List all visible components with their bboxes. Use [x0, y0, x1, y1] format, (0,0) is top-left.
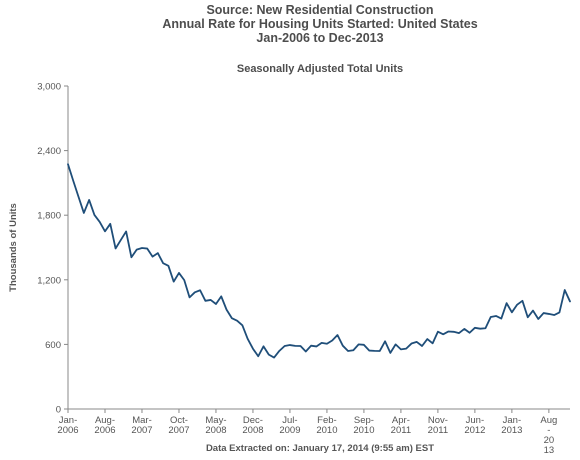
x-tick-label: Sep-2010	[353, 415, 374, 436]
chart-title-line-2: Annual Rate for Housing Units Started: U…	[162, 17, 478, 31]
x-axis-ticks: Jan-2006 Aug-2006 Mar-2007 Oct-2007 May-2008…	[57, 409, 557, 456]
data-extracted-note: Data Extracted on: January 17, 2014 (9:5…	[205, 443, 435, 454]
y-tick-label: 1,200	[37, 275, 61, 286]
x-tick-label: Dec-2008	[242, 415, 263, 436]
x-tick-label: Jun-2012	[464, 415, 485, 436]
x-tick-label: Feb-2010	[316, 415, 337, 436]
x-tick-label: Apr-2011	[391, 415, 411, 436]
y-tick-label: 600	[45, 340, 61, 351]
x-tick-label: Oct-2007	[168, 415, 189, 436]
x-tick-label: Aug -20 13	[540, 415, 557, 456]
x-tick-label: Jan-2013	[501, 415, 522, 436]
chart-subtitle: Seasonally Adjusted Total Units	[236, 63, 404, 75]
x-tick-label: Mar-2007	[131, 415, 152, 436]
chart-title: Source: New Residential Construction Ann…	[60, 3, 580, 45]
y-tick-label: 0	[56, 405, 61, 416]
y-tick-label: 2,400	[37, 146, 61, 157]
x-tick-label: Jul-2009	[279, 415, 300, 436]
y-axis-ticks: 0 600 1,200 1,800 2,400 3,000	[37, 82, 68, 416]
x-tick-label: May-2008	[205, 415, 226, 436]
x-tick-label: Aug-2006	[94, 415, 115, 436]
x-tick-label: Nov-2011	[428, 415, 448, 436]
chart-axes	[67, 86, 570, 410]
y-tick-label: 1,800	[37, 211, 61, 222]
y-tick-label: 3,000	[37, 82, 61, 93]
chart-title-line-1: Source: New Residential Construction	[206, 3, 434, 17]
housing-starts-series-line	[67, 163, 571, 359]
plot-area	[67, 163, 571, 359]
x-tick-label: Jan-2006	[57, 415, 78, 436]
y-axis-label: Thousands of Units	[8, 203, 19, 292]
chart-title-line-3: Jan-2006 to Dec-2013	[256, 31, 384, 45]
